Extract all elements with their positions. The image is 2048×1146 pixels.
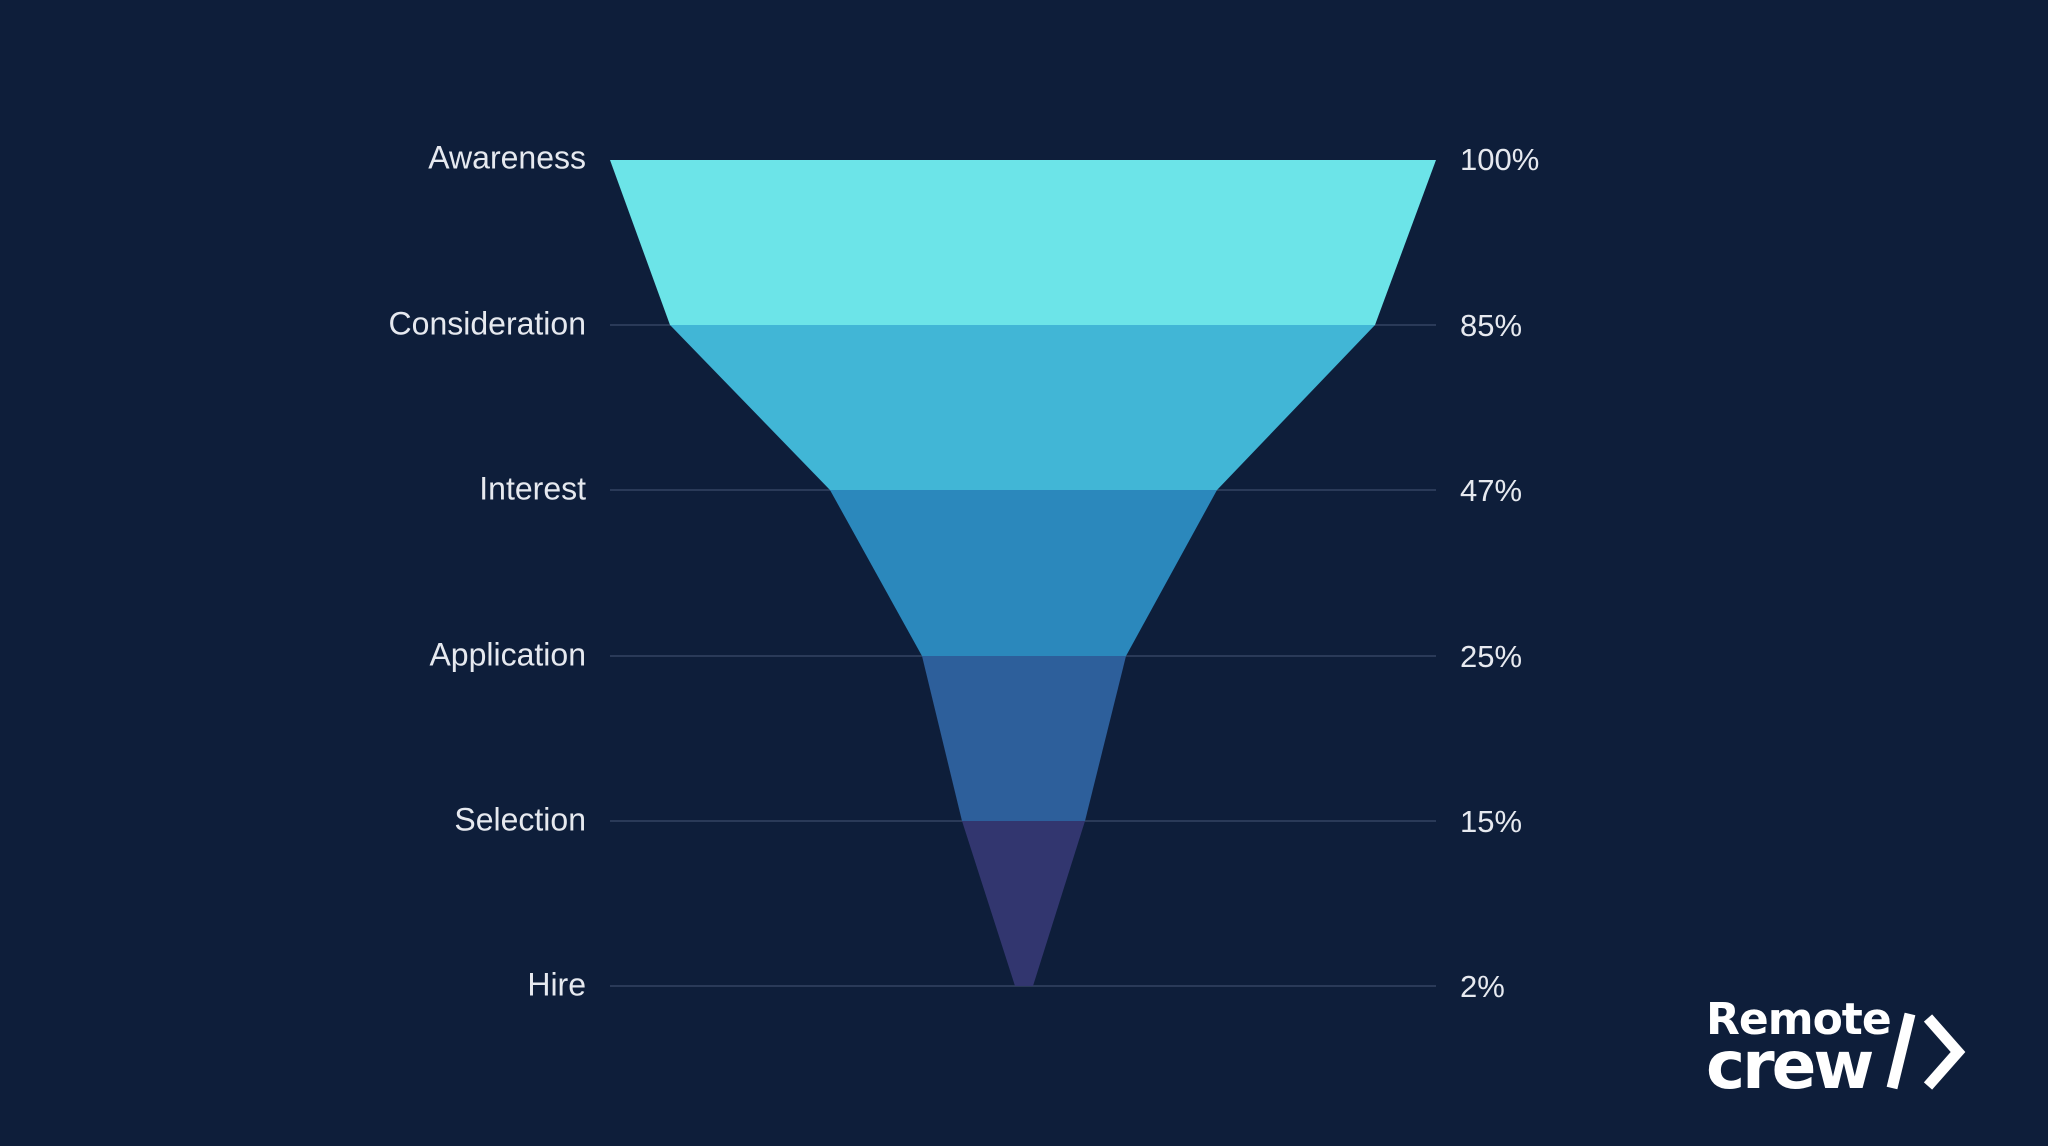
remote-crew-logo: Remote crew <box>1706 994 1966 1104</box>
stage-label-hire: Hire <box>527 966 586 1003</box>
funnel-segment-selection <box>962 821 1085 986</box>
stage-value-hire: 2% <box>1460 969 1505 1004</box>
funnel-segment-consideration <box>670 325 1375 490</box>
funnel-segment-application <box>922 656 1126 821</box>
stage-value-awareness: 100% <box>1460 142 1540 177</box>
logo-line2: crew <box>1706 1027 1874 1104</box>
stage-label-interest: Interest <box>479 470 586 507</box>
stage-value-application: 25% <box>1460 639 1523 674</box>
stage-value-selection: 15% <box>1460 804 1523 839</box>
stage-label-application: Application <box>429 636 586 673</box>
funnel-segment-interest <box>830 490 1217 656</box>
funnel-segment-awareness <box>610 160 1436 325</box>
stage-label-selection: Selection <box>454 801 586 838</box>
stage-value-consideration: 85% <box>1460 308 1523 343</box>
logo-line1: Remote <box>1706 994 1892 1045</box>
stage-label-awareness: Awareness <box>428 139 586 176</box>
stage-label-consideration: Consideration <box>388 305 586 342</box>
stage-value-interest: 47% <box>1460 473 1523 508</box>
slash-chevron-icon <box>1886 1012 1966 1090</box>
